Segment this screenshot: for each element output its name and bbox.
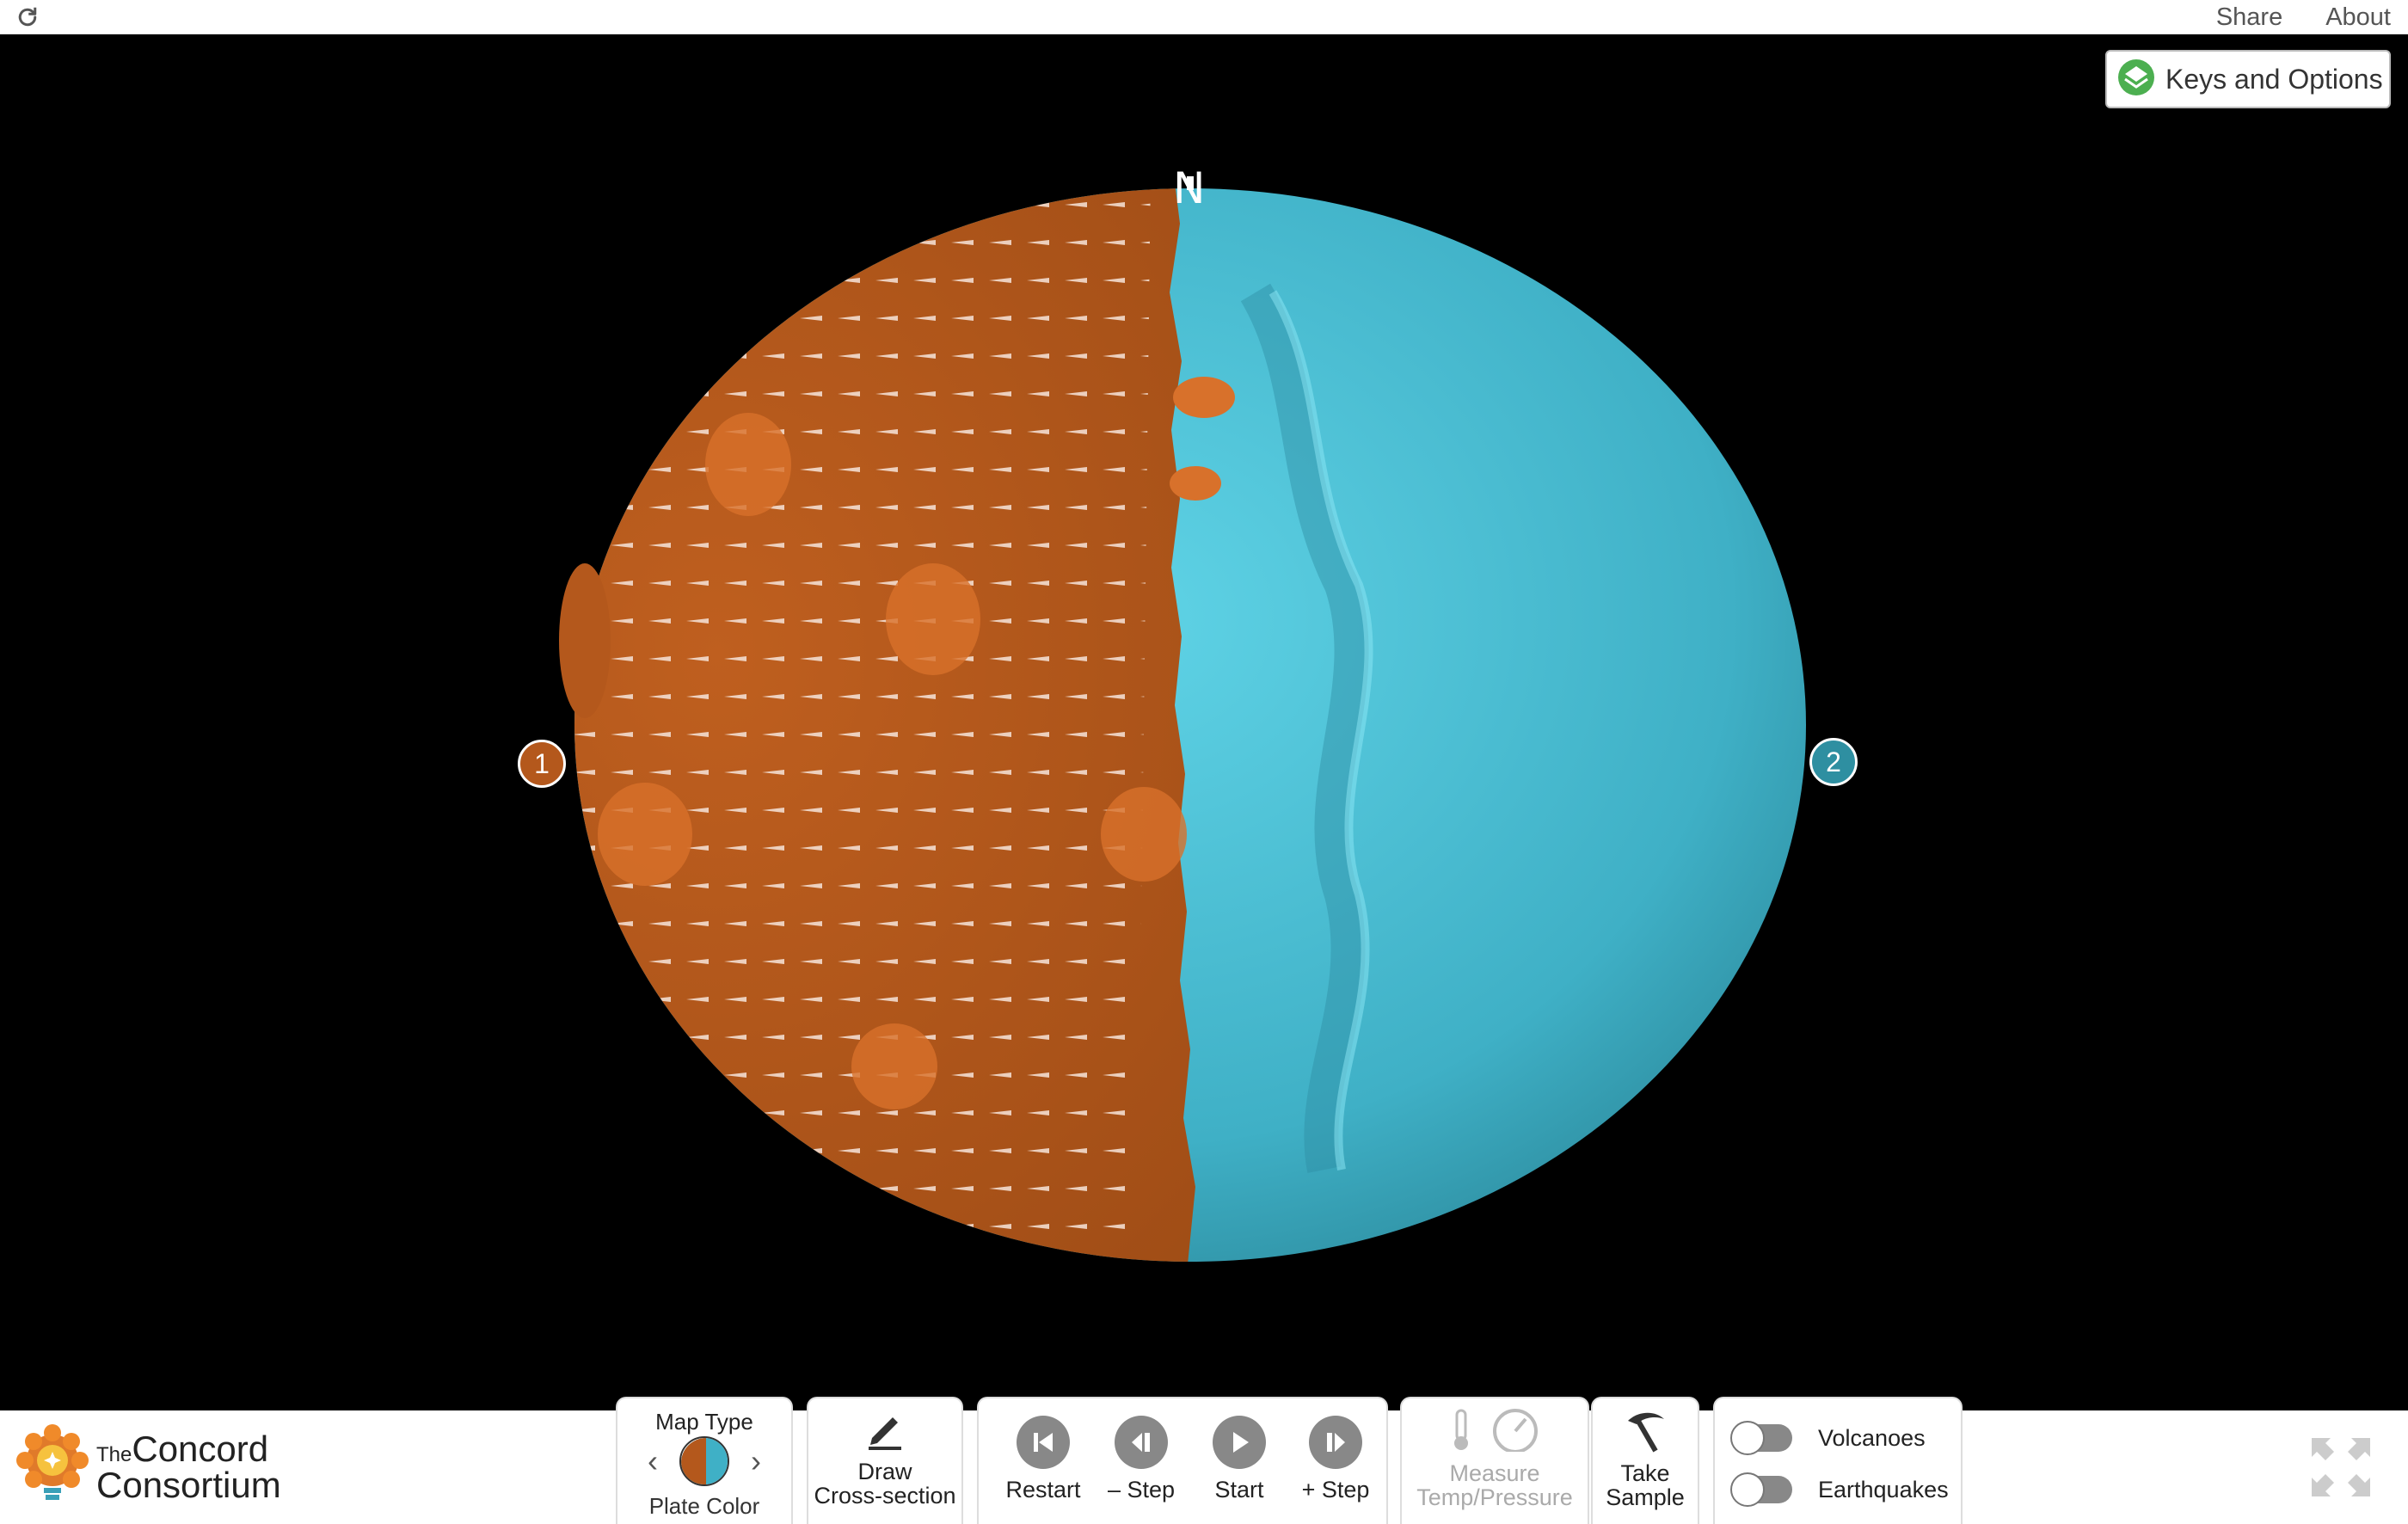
measure-panel: Measure Temp/Pressure — [1400, 1397, 1589, 1524]
thermometer-icon — [1448, 1407, 1474, 1456]
fullscreen-icon[interactable] — [2308, 1435, 2374, 1500]
measure-label-line2: Temp/Pressure — [1416, 1484, 1573, 1511]
start-label: Start — [1214, 1477, 1264, 1502]
play-icon — [1213, 1416, 1266, 1469]
logo-the: The — [96, 1443, 132, 1466]
restart-button[interactable]: Restart — [996, 1416, 1090, 1502]
step-back-label: – Step — [1107, 1477, 1176, 1502]
step-back-button[interactable]: – Step — [1094, 1416, 1189, 1502]
draw-panel: Draw Cross-section — [807, 1397, 963, 1524]
map-type-panel: Map Type ‹ › Plate Color — [616, 1397, 793, 1524]
step-forward-icon — [1309, 1416, 1362, 1469]
earthquakes-toggle-row: Earthquakes — [1730, 1472, 1949, 1507]
plate-color-icon[interactable] — [679, 1436, 729, 1486]
north-label: N — [1173, 163, 1206, 213]
earthquakes-toggle[interactable] — [1730, 1472, 1792, 1507]
volcanoes-toggle-row: Volcanoes — [1730, 1421, 1926, 1455]
restart-label: Restart — [1005, 1477, 1081, 1502]
share-link[interactable]: Share — [2215, 3, 2283, 31]
map-type-next-button[interactable]: › — [751, 1443, 761, 1478]
reload-icon[interactable] — [12, 3, 43, 31]
about-link[interactable]: About — [2325, 3, 2391, 31]
measure-temp-pressure-button[interactable]: Measure Temp/Pressure — [1402, 1407, 1588, 1510]
plate-2-marker[interactable]: 2 — [1809, 738, 1858, 786]
map-type-value: Plate Color — [648, 1493, 760, 1519]
sample-label-line2: Sample — [1606, 1484, 1685, 1511]
step-back-icon — [1115, 1416, 1168, 1469]
map-type-prev-button[interactable]: ‹ — [648, 1443, 658, 1478]
logo-consortium: Consortium — [96, 1465, 281, 1505]
plate-1-marker[interactable]: 1 — [518, 740, 566, 788]
restart-icon — [1017, 1416, 1070, 1469]
step-forward-label: + Step — [1301, 1477, 1370, 1502]
step-forward-button[interactable]: + Step — [1288, 1416, 1383, 1502]
planet-view[interactable]: N 1 2 — [0, 34, 2408, 1410]
toggles-panel: Volcanoes Earthquakes — [1713, 1397, 1963, 1524]
draw-label-line1: Draw — [857, 1459, 912, 1484]
pickaxe-icon — [1621, 1407, 1669, 1458]
sample-panel: Take Sample — [1591, 1397, 1699, 1524]
top-bar: Share About — [0, 0, 2408, 34]
earthquakes-label: Earthquakes — [1818, 1476, 1949, 1502]
start-button[interactable]: Start — [1192, 1416, 1287, 1502]
top-links: Share About — [2216, 0, 2391, 34]
measure-label-line1: Measure — [1449, 1460, 1540, 1486]
map-type-title: Map Type — [655, 1409, 753, 1435]
logo-concord: Concord — [132, 1429, 269, 1469]
draw-cross-section-button[interactable]: Draw Cross-section — [808, 1409, 961, 1509]
concord-logo[interactable]: TheConcord Consortium — [15, 1423, 281, 1511]
volcanoes-toggle[interactable] — [1730, 1421, 1792, 1455]
simulation-panel: Restart – Step Start + Step — [977, 1397, 1388, 1524]
draw-label-line2: Cross-section — [814, 1483, 956, 1509]
layers-icon — [2117, 58, 2155, 101]
sample-label-line1: Take — [1620, 1460, 1670, 1486]
volcanoes-label: Volcanoes — [1818, 1424, 1926, 1451]
pencil-icon — [863, 1409, 906, 1454]
gauge-icon — [1490, 1407, 1541, 1456]
lightbulb-logo-icon — [15, 1423, 89, 1511]
take-sample-button[interactable]: Take Sample — [1593, 1407, 1698, 1510]
keys-and-options-button[interactable]: Keys and Options — [2105, 50, 2391, 108]
keys-and-options-label: Keys and Options — [2165, 63, 2383, 95]
planet-globe[interactable] — [0, 34, 2408, 1410]
